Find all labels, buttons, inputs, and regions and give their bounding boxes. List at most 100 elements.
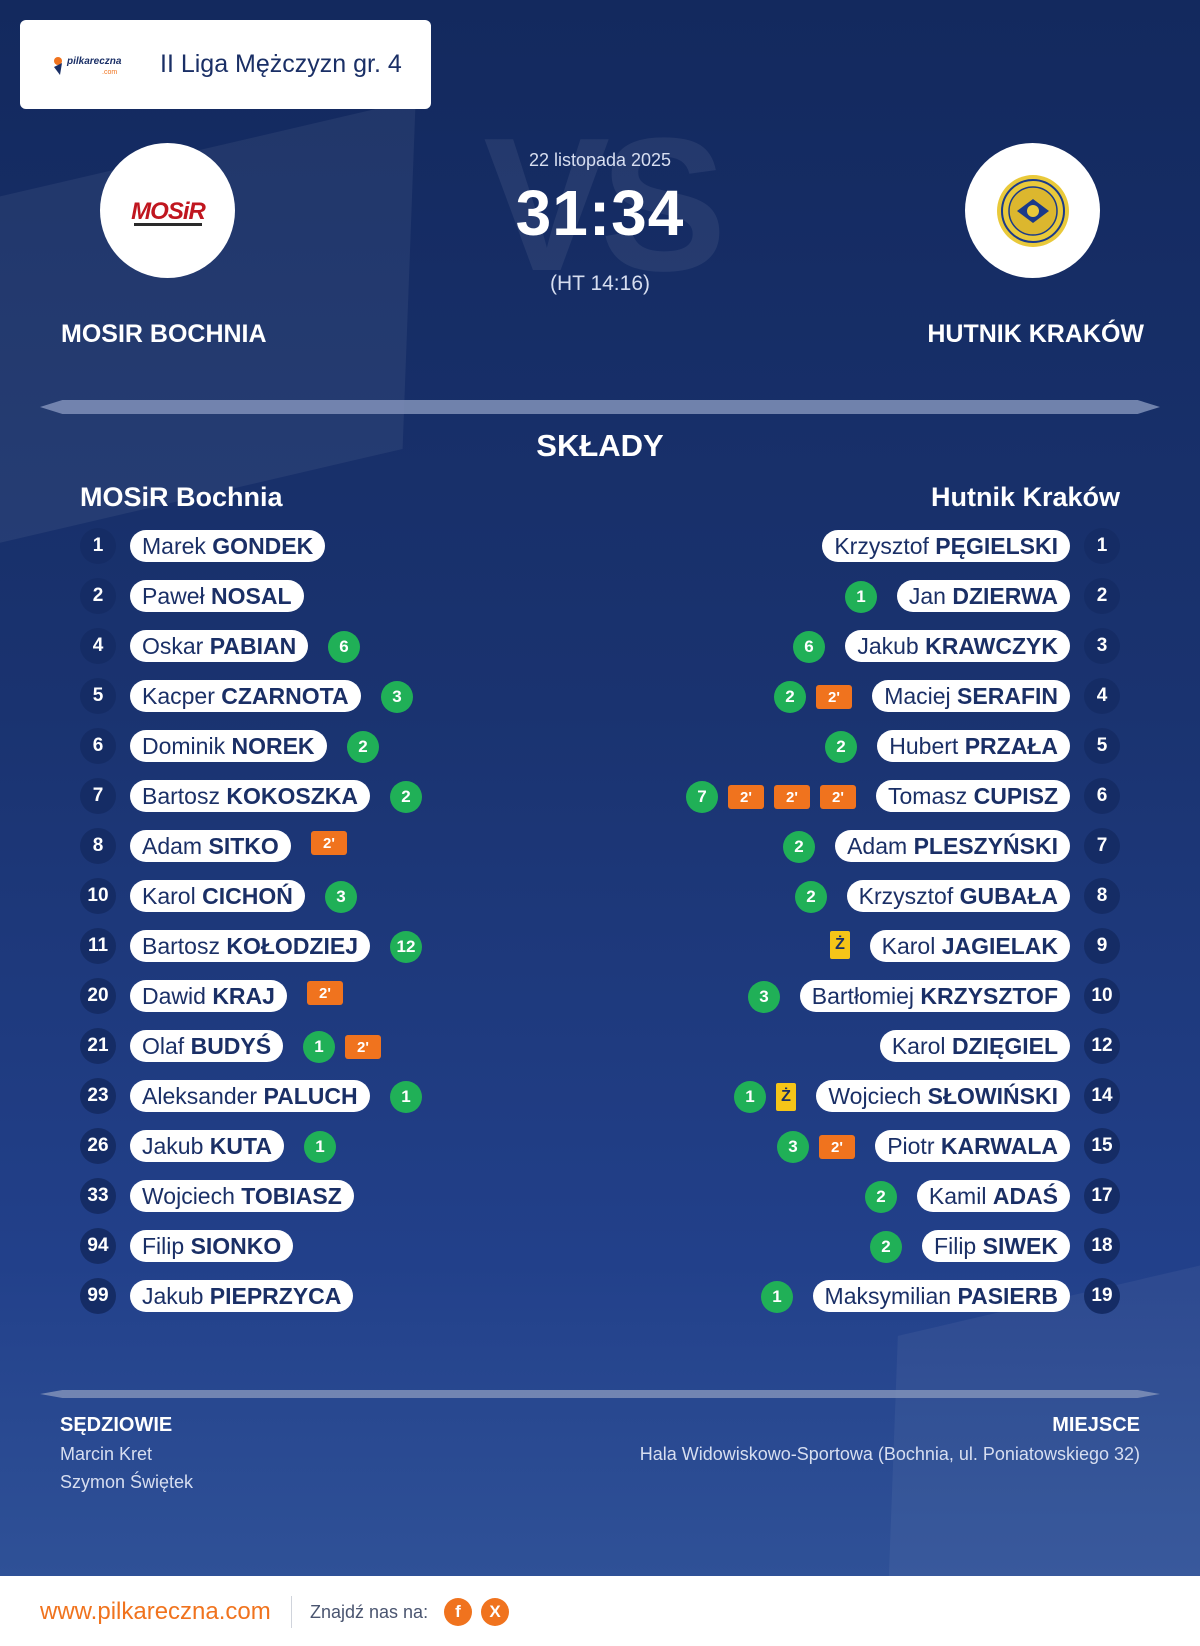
goals-badge: 3	[381, 681, 413, 713]
player-last-name: SIWEK	[982, 1233, 1058, 1259]
player-name: Karol CICHOŃ	[130, 880, 305, 912]
player-name: Karol DZIĘGIEL	[879, 1030, 1070, 1062]
goals-badge: 2	[865, 1181, 897, 1213]
player-events: 2	[783, 831, 815, 863]
player-row: 8 Krzysztof GUBAŁA 2	[560, 878, 1120, 914]
player-name: Filip SIWEK	[922, 1230, 1070, 1262]
hutnik-logo	[996, 174, 1069, 247]
player-first-name: Karol	[891, 1033, 946, 1059]
goals-badge: 3	[748, 981, 780, 1013]
player-first-name: Bartosz	[142, 933, 220, 959]
referees-title: SĘDZIOWIE	[60, 1414, 173, 1436]
player-first-name: Marek	[142, 533, 206, 559]
player-last-name: PALUCH	[263, 1083, 358, 1109]
halftime-score: (HT 14:16)	[550, 272, 650, 295]
player-number: 1	[80, 528, 116, 564]
player-row: 33 Wojciech TOBIASZ	[80, 1178, 640, 1214]
player-row: 19 Maksymilian PASIERB 1	[560, 1278, 1120, 1314]
player-last-name: BUDYŚ	[190, 1033, 272, 1059]
match-score: 31:34	[515, 177, 685, 249]
suspension-badge: 2'	[728, 785, 764, 809]
player-name: Tomasz CUPISZ	[876, 780, 1070, 812]
goals-badge: 2	[870, 1231, 902, 1263]
player-first-name: Krzysztof	[834, 533, 929, 559]
player-number: 8	[1084, 878, 1120, 914]
footer-separator	[291, 1596, 292, 1628]
player-name: Dominik NOREK	[130, 730, 327, 762]
mosir-logo: MOSiR	[131, 198, 207, 226]
player-events: 3	[325, 881, 357, 913]
away-lineup-title: Hutnik Kraków	[930, 482, 1120, 512]
player-name: Maksymilian PASIERB	[812, 1280, 1070, 1312]
player-first-name: Filip	[142, 1233, 185, 1259]
away-team-name: HUTNIK KRAKÓW	[927, 320, 1144, 348]
player-row: 12 Karol DZIĘGIEL	[560, 1028, 1120, 1064]
player-name: Kamil ADAŚ	[916, 1180, 1070, 1212]
player-last-name: JAGIELAK	[941, 933, 1058, 959]
player-row: 1 Marek GONDEK	[80, 528, 640, 564]
player-number: 12	[1084, 1028, 1120, 1064]
player-row: 14 Wojciech SŁOWIŃSKI 1 Ż	[560, 1078, 1120, 1114]
player-name: Hubert PRZAŁA	[877, 730, 1070, 762]
player-events: 3	[748, 981, 780, 1013]
player-row: 17 Kamil ADAŚ 2	[560, 1178, 1120, 1214]
player-row: 10 Karol CICHOŃ 3	[80, 878, 640, 914]
player-row: 7 Adam PLESZYŃSKI 2	[560, 828, 1120, 864]
divider	[40, 1390, 1160, 1398]
player-last-name: SIONKO	[190, 1233, 282, 1259]
player-first-name: Krzysztof	[858, 883, 954, 909]
player-events: 1 2'	[303, 1031, 381, 1063]
player-number: 33	[80, 1178, 116, 1214]
player-number: 23	[80, 1078, 116, 1114]
player-events: 1	[304, 1131, 336, 1163]
home-team-logo: MOSiR	[100, 143, 235, 278]
website-link[interactable]: www.pilkareczna.com	[40, 1598, 271, 1625]
goals-badge: 2	[825, 731, 857, 763]
player-row: 23 Aleksander PALUCH 1	[80, 1078, 640, 1114]
player-row: 1 Krzysztof PĘGIELSKI	[560, 528, 1120, 564]
facebook-icon[interactable]: f	[444, 1598, 472, 1626]
player-first-name: Maksymilian	[824, 1283, 952, 1309]
player-events: 3 2'	[777, 1131, 855, 1163]
player-first-name: Piotr	[887, 1133, 935, 1159]
player-events: 7 2' 2' 2'	[686, 781, 856, 813]
player-row: 9 Karol JAGIELAK Ż	[560, 928, 1120, 964]
player-row: 3 Jakub KRAWCZYK 6	[560, 628, 1120, 664]
player-last-name: CZARNOTA	[221, 683, 349, 709]
player-row: 94 Filip SIONKO	[80, 1228, 640, 1264]
player-row: 10 Bartłomiej KRZYSZTOF 3	[560, 978, 1120, 1014]
goals-badge: 3	[777, 1131, 809, 1163]
player-number: 2	[1084, 578, 1120, 614]
player-row: 6 Dominik NOREK 2	[80, 728, 640, 764]
player-last-name: PASIERB	[957, 1283, 1058, 1309]
goals-badge: 2	[390, 781, 422, 813]
player-number: 8	[80, 828, 116, 864]
player-number: 11	[80, 928, 116, 964]
goals-badge: 1	[390, 1081, 422, 1113]
player-events: 2	[795, 881, 827, 913]
player-row: 21 Olaf BUDYŚ 1 2'	[80, 1028, 640, 1064]
player-row: 20 Dawid KRAJ 2'	[80, 978, 640, 1014]
player-number: 3	[1084, 628, 1120, 664]
player-name: Marek GONDEK	[130, 530, 326, 562]
player-number: 19	[1084, 1278, 1120, 1314]
player-events: 1	[390, 1081, 422, 1113]
player-events: 2 2'	[774, 681, 852, 713]
player-row: 4 Oskar PABIAN 6	[80, 628, 640, 664]
svg-text:MOSiR: MOSiR	[131, 198, 206, 225]
player-first-name: Olaf	[142, 1033, 185, 1059]
player-last-name: KRZYSZTOF	[920, 983, 1058, 1009]
player-name: Krzysztof PĘGIELSKI	[822, 530, 1070, 562]
player-first-name: Karol	[881, 933, 936, 959]
player-number: 6	[80, 728, 116, 764]
player-row: 26 Jakub KUTA 1	[80, 1128, 640, 1164]
player-events: 12	[390, 931, 422, 963]
player-first-name: Kamil	[928, 1183, 987, 1209]
x-icon[interactable]: X	[481, 1598, 509, 1626]
player-number: 26	[80, 1128, 116, 1164]
match-card: VS pilkareczna .com II Liga Mężczyzn gr.…	[0, 0, 1200, 1576]
player-events: 2	[347, 731, 379, 763]
player-number: 21	[80, 1028, 116, 1064]
goals-badge: 3	[325, 881, 357, 913]
player-name: Piotr KARWALA	[875, 1130, 1070, 1162]
